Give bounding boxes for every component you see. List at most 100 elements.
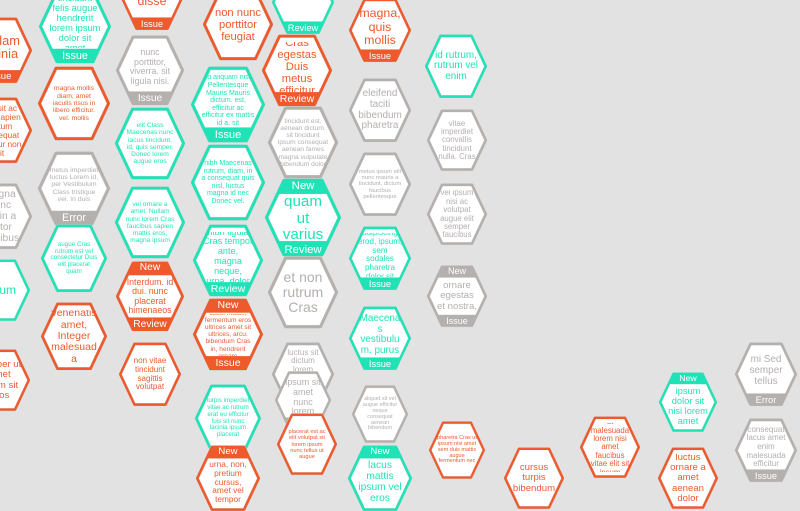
- hex-card-gray[interactable]: et non rutrum Cras: [267, 255, 339, 329]
- hex-card-text: magna, quis mollis: [359, 6, 401, 48]
- hex-card-teal[interactable]: Issue Maecenas vestibulu m. purus: [348, 306, 412, 370]
- hex-card-orange[interactable]: placerat est ac elit volutpat sit lorem …: [276, 413, 338, 475]
- hex-card-orange[interactable]: pharetra Cras ut ipsum nisi amet sem dui…: [428, 421, 486, 479]
- hex-card-teal[interactable]: Issueadipiscing erod, ipsum, sem sodales…: [348, 226, 412, 290]
- status-band-bottom: Issue: [0, 71, 12, 83]
- hex-card-teal[interactable]: vel ornare a amet. Nullam nunc lorem Cra…: [114, 185, 186, 259]
- hex-card-gray[interactable]: Error metus imperdiet luctus Lorem id, pe…: [37, 150, 111, 226]
- hex-shape: [37, 150, 111, 226]
- hex-card-gray[interactable]: tincidunt est. aenean dictum. sit tincid…: [267, 105, 339, 179]
- hex-card-text: non vitae tincidunt sagittis volutpat: [133, 356, 167, 392]
- hex-card-text: lacus mattis, fermentum eros ultrices am…: [204, 314, 252, 356]
- hex-card-gray[interactable]: metus ipsum elit nunc mauris a tincidunt…: [348, 152, 412, 216]
- hex-card-teal[interactable]: Issue id aliquam nisl Pellentesque Mauris…: [190, 65, 266, 143]
- hex-card-text: turpis imperdiet vitae ac rutrum erat eu…: [206, 397, 250, 439]
- hex-shape: [0, 97, 33, 163]
- hex-card-gray[interactable]: Issue nunc porttitor, viverra. sit ligula…: [115, 34, 185, 106]
- hex-shape: [192, 223, 264, 297]
- hex-card-orange[interactable]: Issue Nullam lacinia: [0, 17, 33, 84]
- hex-card-orange[interactable]: non vitae tincidunt sagittis volutpat: [118, 342, 182, 406]
- hex-card-gray[interactable]: vel ipsum nisi ac volutpat augue elit se…: [426, 183, 488, 245]
- hex-shape: [426, 109, 488, 171]
- hex-shape: [348, 226, 412, 290]
- status-band-bottom: Issue: [368, 278, 392, 289]
- hex-card-teal[interactable]: Reviewnibh ligula Cras tempor ante, magn…: [192, 223, 264, 297]
- hex-card-orange[interactable]: Issue magna, quis mollis: [348, 0, 412, 62]
- status-band-top: New: [447, 266, 466, 277]
- status-band-bottom: Issue: [754, 470, 778, 481]
- status-band-bottom: Issue: [368, 50, 392, 61]
- hex-card-gray[interactable]: Issue consequat lacus amet enim malesuada…: [734, 418, 798, 482]
- hex-card-orange[interactable]: New urna, non, pretium cursus, amet vel t…: [195, 445, 261, 511]
- hex-shape: [734, 418, 798, 482]
- hex-card-gray[interactable]: New Issue ornare egestas et nostra,: [426, 265, 488, 327]
- hex-shape: [348, 78, 412, 142]
- hex-card-text: ipsum sit amet nunc lorem: [285, 377, 321, 417]
- hex-card-gray[interactable]: vitae imperdiet convallis tincidunt null…: [426, 109, 488, 171]
- status-band-bottom: Issue: [137, 92, 163, 104]
- hex-card-text: venenatis amet, Integer malesuada: [51, 309, 97, 364]
- status-band-bottom: Issue: [140, 18, 164, 29]
- status-band-bottom: Issue: [368, 358, 392, 369]
- hex-shape: [202, 0, 274, 61]
- status-band-top: New: [139, 262, 161, 274]
- hex-card-text: vel ornare a amet. Nullam nunc lorem Cra…: [125, 201, 175, 245]
- hex-card-text: Cras egestas Duis metus efficitur: [277, 42, 317, 92]
- status-band-bottom: Review: [279, 93, 315, 106]
- hex-card-teal[interactable]: augue Cras rutrum est vel consectetur Du…: [40, 224, 108, 293]
- hex-card-teal[interactable]: nibh Maecenas rutrum, diam, in a consequ…: [190, 143, 266, 221]
- hex-card-orange[interactable]: non nunc porttitor feugiat: [202, 0, 274, 61]
- hex-shape: [424, 34, 488, 98]
- hex-card-text: pharetra Cras ut ipsum nisi amet sem dui…: [437, 434, 477, 465]
- status-band-bottom: Error: [62, 211, 86, 224]
- hex-card-teal[interactable]: Review: [271, 0, 335, 34]
- hex-card-orange[interactable]: New Issuelacus mattis, fermentum eros ult…: [192, 297, 264, 371]
- hex-card-text: id aliquam nisl Pellentesque Mauris Maur…: [201, 74, 255, 127]
- hex-card-text: magna mollis diam, amet iaculis risus in…: [52, 85, 96, 122]
- hex-card-text: cursus turpis bibendum: [512, 462, 556, 494]
- status-band-bottom: Issue: [215, 357, 241, 370]
- status-band-bottom: Issue: [62, 49, 88, 62]
- hex-card-text: aliquet sit vel augue efficitur neque co…: [362, 395, 398, 432]
- hex-card-teal[interactable]: Issuetincidunt felis augue hendrerit lor…: [38, 0, 112, 64]
- hex-card-teal[interactable]: turpis imperdiet vitae ac rutrum erat eu…: [194, 384, 262, 453]
- status-band-top: New: [218, 445, 238, 457]
- hex-card-orange[interactable]: semper ut amet lorem sit eros: [0, 349, 31, 411]
- hex-card-teal[interactable]: New Review quam ut varius: [264, 178, 342, 258]
- hex-card-text: elit Class Maecenas nunc lacus tincidunt…: [126, 122, 174, 166]
- hex-card-orange[interactable]: nisl sit ac felis sapien dictum consequa…: [0, 97, 33, 164]
- hex-card-text: nibh Maecenas rutrum, diam, in a consequ…: [201, 159, 255, 205]
- hex-card-teal[interactable]: ipsum: [0, 259, 31, 321]
- hex-card-text: id rutrum, rutrum vel enim: [433, 49, 479, 82]
- status-band-bottom: Issue: [446, 315, 468, 326]
- hex-shape: [579, 416, 641, 478]
- hex-card-orange[interactable]: luctus ornare a amet aenean dolor: [657, 447, 719, 509]
- hex-card-orange[interactable]: venenatis amet, Integer malesuada: [40, 302, 108, 371]
- hex-card-text: Nullam lacinia: [0, 32, 20, 62]
- hex-card-orange[interactable]: cursus turpis bibendum: [503, 447, 565, 509]
- hex-shape: [190, 143, 266, 221]
- hex-card-gray[interactable]: magna nunc Proin a tortor faucibus: [0, 183, 33, 250]
- hex-shape: [0, 259, 31, 321]
- hex-shape: [267, 255, 339, 329]
- hex-card-orange[interactable]: New Review Interdum. id dui. nunc placerat…: [115, 260, 185, 332]
- hex-shape: [426, 183, 488, 245]
- hex-shape: [348, 0, 412, 62]
- hex-card-teal[interactable]: id rutrum, rutrum vel enim: [424, 34, 488, 98]
- hex-card-teal[interactable]: elit Class Maecenas nunc lacus tincidunt…: [114, 106, 186, 180]
- status-band-bottom: Review: [284, 243, 322, 256]
- hex-card-gray[interactable]: aliquet sit vel augue efficitur neque co…: [351, 385, 409, 443]
- hex-card-text: [281, 0, 326, 21]
- hex-card-text: ornare egestas et nostra,: [437, 280, 477, 312]
- hex-card-orange[interactable]: Review Cras egestas Duis metus efficitur: [261, 33, 333, 107]
- hex-card-teal[interactable]: New ipsum dolor sit nisi lorem amet: [658, 372, 718, 432]
- hex-card-text: nibh ligula Cras tempor ante, magna nequ…: [202, 232, 254, 282]
- hex-shape: [0, 349, 31, 411]
- hex-card-orange[interactable]: ut malesuada lorem nisi amet faucibus vi…: [579, 416, 641, 478]
- hex-card-orange[interactable]: Issue suspendisse: [121, 0, 183, 30]
- hex-shape: [734, 342, 798, 406]
- hex-card-orange[interactable]: magna mollis diam, amet iaculis risus in…: [37, 65, 111, 141]
- hex-card-gray[interactable]: eleifend taciti bibendum pharetra: [348, 78, 412, 142]
- hex-card-teal[interactable]: New lacus mattis ipsum vel eros: [347, 445, 413, 511]
- hex-card-gray[interactable]: Error mi Sed semper tellus: [734, 342, 798, 406]
